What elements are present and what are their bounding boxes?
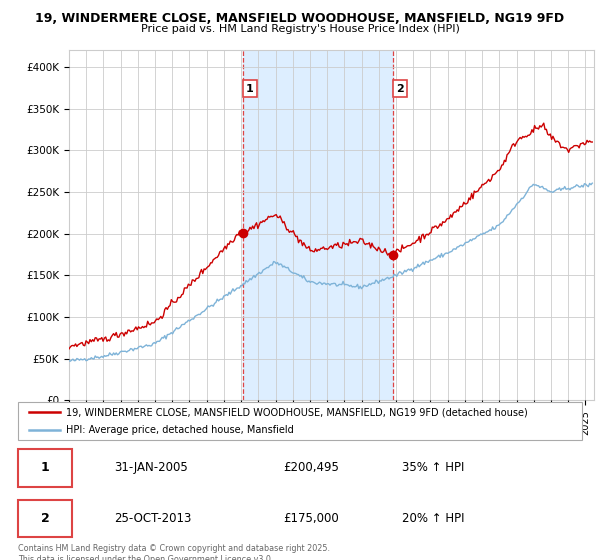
Text: 19, WINDERMERE CLOSE, MANSFIELD WOODHOUSE, MANSFIELD, NG19 9FD (detached house): 19, WINDERMERE CLOSE, MANSFIELD WOODHOUS… bbox=[66, 407, 527, 417]
Text: Contains HM Land Registry data © Crown copyright and database right 2025.
This d: Contains HM Land Registry data © Crown c… bbox=[18, 544, 330, 560]
Text: 1: 1 bbox=[246, 84, 254, 94]
Text: 2: 2 bbox=[397, 84, 404, 94]
Text: 31-JAN-2005: 31-JAN-2005 bbox=[114, 461, 188, 474]
Text: 20% ↑ HPI: 20% ↑ HPI bbox=[401, 512, 464, 525]
Text: 19, WINDERMERE CLOSE, MANSFIELD WOODHOUSE, MANSFIELD, NG19 9FD: 19, WINDERMERE CLOSE, MANSFIELD WOODHOUS… bbox=[35, 12, 565, 25]
Text: Price paid vs. HM Land Registry's House Price Index (HPI): Price paid vs. HM Land Registry's House … bbox=[140, 24, 460, 34]
FancyBboxPatch shape bbox=[18, 500, 71, 538]
Bar bbox=[242, 50, 393, 400]
FancyBboxPatch shape bbox=[18, 449, 71, 487]
Text: 1: 1 bbox=[41, 461, 49, 474]
Text: HPI: Average price, detached house, Mansfield: HPI: Average price, detached house, Mans… bbox=[66, 425, 293, 435]
Text: 2: 2 bbox=[41, 512, 49, 525]
Text: 25-OCT-2013: 25-OCT-2013 bbox=[114, 512, 191, 525]
Text: £175,000: £175,000 bbox=[283, 512, 339, 525]
FancyBboxPatch shape bbox=[18, 402, 582, 440]
Text: £200,495: £200,495 bbox=[283, 461, 339, 474]
Text: 35% ↑ HPI: 35% ↑ HPI bbox=[401, 461, 464, 474]
